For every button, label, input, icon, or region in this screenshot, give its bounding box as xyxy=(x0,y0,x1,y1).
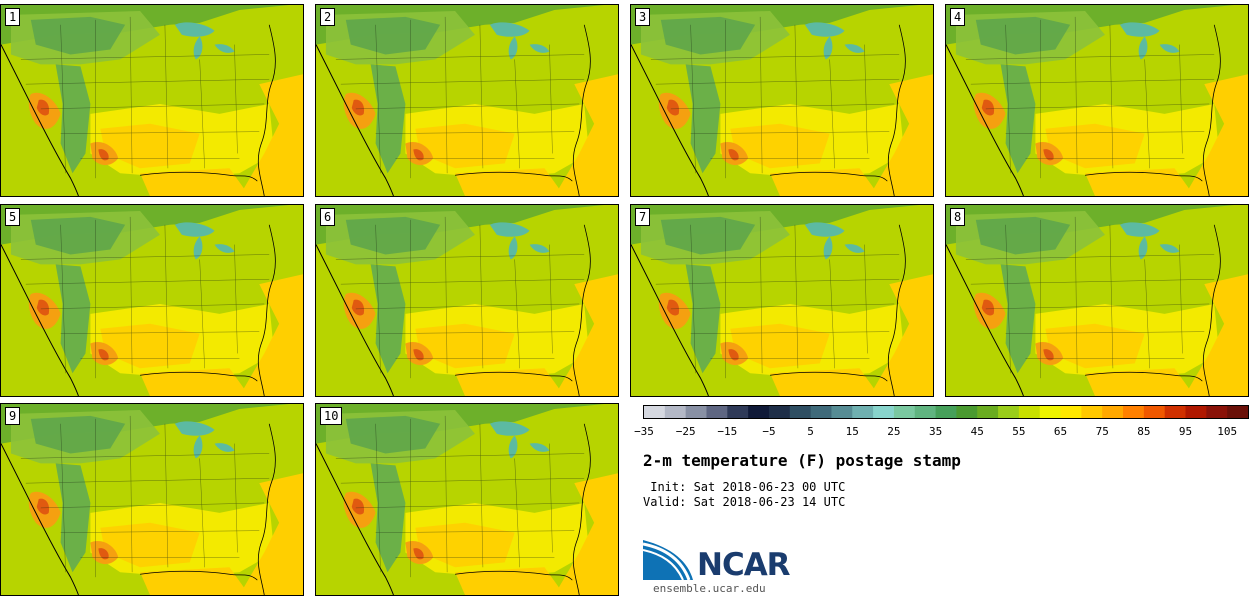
init-time: Init: Sat 2018-06-23 00 UTC xyxy=(643,480,846,494)
colorbar-swatch xyxy=(1206,406,1228,418)
colorbar-tick-label: 75 xyxy=(1095,425,1109,438)
temperature-map xyxy=(631,5,933,196)
map-panel-6: 6 xyxy=(315,204,619,397)
colorbar-tick-label: 115 xyxy=(1259,425,1260,438)
valid-time: Valid: Sat 2018-06-23 14 UTC xyxy=(643,495,846,509)
colorbar-swatch xyxy=(685,406,707,418)
colorbar-tick-label: 35 xyxy=(928,425,943,438)
temperature-map xyxy=(631,205,933,396)
colorbar-swatch xyxy=(1039,406,1062,418)
temperature-map xyxy=(1,5,303,196)
member-label: 3 xyxy=(635,8,651,26)
map-panel-5: 5 xyxy=(0,204,304,397)
colorbar-tick-label: −25 xyxy=(675,425,696,438)
colorbar-swatch xyxy=(956,406,978,418)
colorbar-swatch xyxy=(831,406,853,418)
member-label: 6 xyxy=(320,208,336,226)
colorbar-tick-label: 105 xyxy=(1217,425,1238,438)
member-label: 5 xyxy=(5,208,21,226)
colorbar-tick-label: 65 xyxy=(1053,425,1068,438)
colorbar-swatch xyxy=(1123,406,1145,418)
colorbar-swatch xyxy=(1227,406,1249,418)
colorbar-swatch xyxy=(748,406,770,418)
temperature-map xyxy=(316,5,618,196)
member-label: 4 xyxy=(950,8,966,26)
member-label: 8 xyxy=(950,208,966,226)
temperature-map xyxy=(946,205,1248,396)
map-panel-1: 1 xyxy=(0,4,304,197)
colorbar-swatch xyxy=(935,406,957,418)
ncar-logo-text: NCAR xyxy=(697,547,791,583)
colorbar-swatch xyxy=(644,406,666,418)
colorbar-tick-label: 5 xyxy=(807,425,814,438)
colorbar-swatch xyxy=(789,406,812,418)
map-panel-3: 3 xyxy=(630,4,934,197)
colorbar-tick-label: 15 xyxy=(845,425,859,438)
member-label: 7 xyxy=(635,208,651,226)
temperature-map xyxy=(1,205,303,396)
colorbar-tick-label: −35 xyxy=(634,425,654,438)
map-panel-4: 4 xyxy=(945,4,1249,197)
temperature-map xyxy=(316,205,618,396)
colorbar-tick-label: −15 xyxy=(717,425,738,438)
colorbar-swatch xyxy=(998,406,1020,418)
colorbar-swatch xyxy=(1164,406,1187,418)
colorbar-swatch xyxy=(727,406,749,418)
ncar-logo-swoosh xyxy=(643,540,693,581)
member-label: 9 xyxy=(5,407,21,425)
colorbar-swatch xyxy=(706,406,728,418)
colorbar-swatch xyxy=(893,406,916,418)
colorbar-swatch xyxy=(664,406,687,418)
map-panel-2: 2 xyxy=(315,4,619,197)
colorbar-tick-label: −5 xyxy=(762,425,776,438)
colorbar-swatch xyxy=(977,406,999,418)
member-label: 2 xyxy=(320,8,336,26)
colorbar-tick-label: 95 xyxy=(1178,425,1193,438)
member-label: 1 xyxy=(5,8,21,26)
map-panel-8: 8 xyxy=(945,204,1249,397)
colorbar-swatch xyxy=(1018,406,1041,418)
colorbar-swatch xyxy=(852,406,874,418)
chart-title: 2-m temperature (F) postage stamp xyxy=(643,451,961,470)
colorbar-swatch xyxy=(810,406,832,418)
member-label: 10 xyxy=(320,407,343,425)
colorbar-tick-label: 55 xyxy=(1012,425,1026,438)
colorbar-swatch xyxy=(1060,406,1082,418)
colorbar-tick-label: 85 xyxy=(1137,425,1151,438)
colorbar-border xyxy=(643,405,1249,419)
colorbar-tick-label: 25 xyxy=(887,425,901,438)
colorbar-swatch xyxy=(1102,406,1124,418)
temperature-map xyxy=(946,5,1248,196)
colorbar-swatch xyxy=(873,406,895,418)
colorbar-swatch xyxy=(914,406,937,418)
colorbar-swatch xyxy=(768,406,791,418)
colorbar-swatch xyxy=(1143,406,1166,418)
map-panel-9: 9 xyxy=(0,403,304,596)
temperature-map xyxy=(316,404,618,595)
colorbar xyxy=(643,405,1249,419)
temperature-map xyxy=(1,404,303,595)
site-url: ensemble.ucar.edu xyxy=(653,582,766,595)
map-panel-10: 10 xyxy=(315,403,619,596)
colorbar-tick-label: 45 xyxy=(970,425,984,438)
colorbar-swatch xyxy=(1185,406,1207,418)
map-panel-7: 7 xyxy=(630,204,934,397)
colorbar-swatch xyxy=(1081,406,1103,418)
